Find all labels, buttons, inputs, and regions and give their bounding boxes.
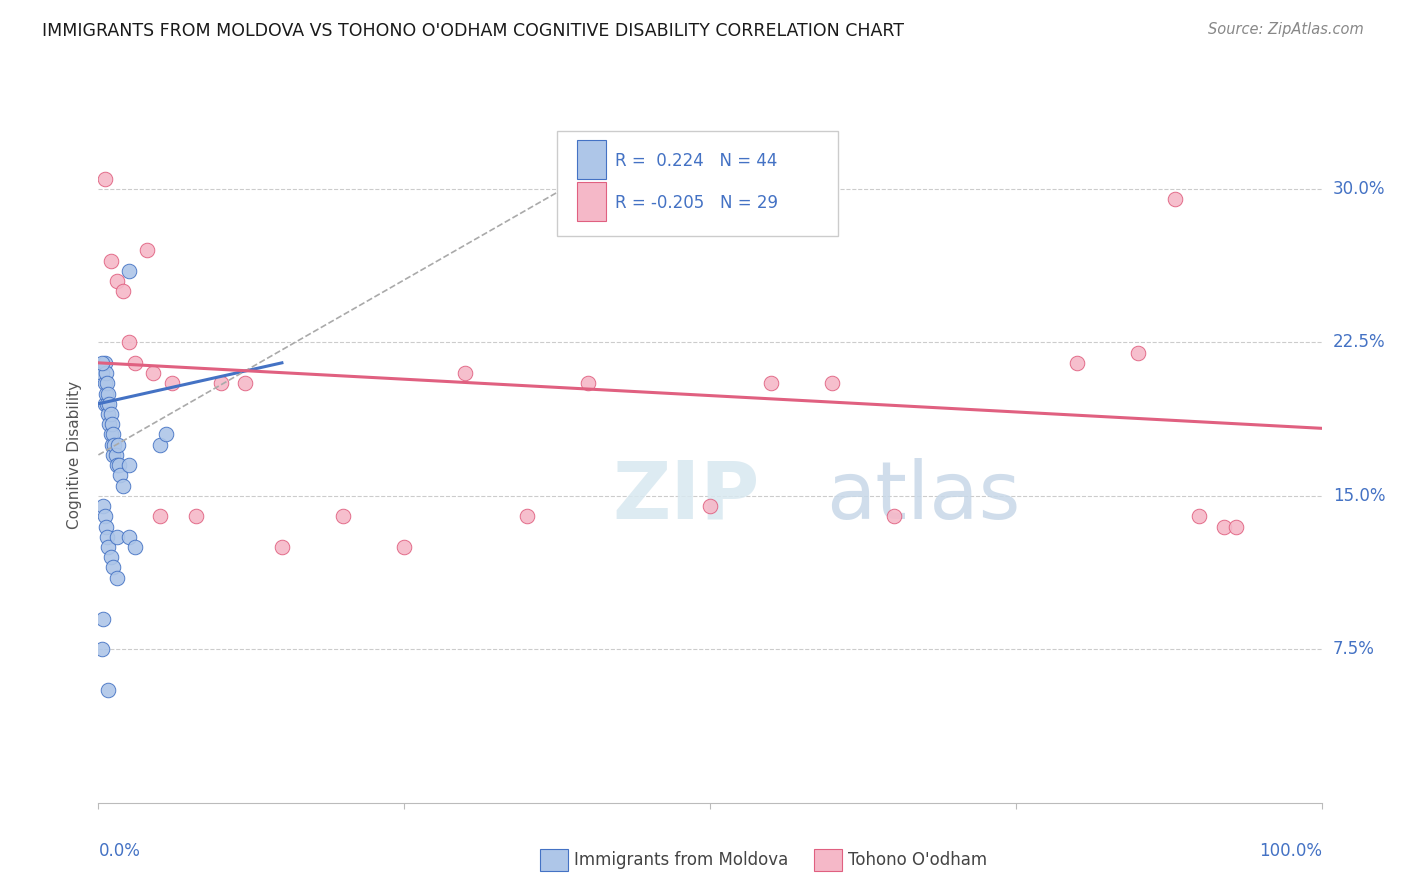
Point	[576, 376, 599, 391]
Point	[100, 253, 122, 268]
Point	[91, 642, 114, 657]
Text: atlas: atlas	[827, 458, 1021, 536]
Point	[94, 366, 117, 380]
Point	[186, 509, 208, 524]
Point	[91, 612, 114, 626]
Point	[101, 417, 124, 432]
Text: Source: ZipAtlas.com: Source: ZipAtlas.com	[1208, 22, 1364, 37]
Point	[101, 427, 124, 442]
Point	[160, 376, 183, 391]
Point	[118, 335, 141, 350]
Point	[101, 560, 124, 574]
Point	[124, 540, 146, 554]
Point	[107, 438, 129, 452]
Point	[93, 397, 115, 411]
Point	[270, 540, 294, 554]
Point	[118, 264, 141, 278]
Point	[100, 427, 122, 442]
Point	[454, 366, 477, 380]
Point	[93, 356, 115, 370]
Point	[101, 448, 124, 462]
Point	[111, 478, 134, 492]
Point	[105, 530, 128, 544]
Text: IMMIGRANTS FROM MOLDOVA VS TOHONO O'ODHAM COGNITIVE DISABILITY CORRELATION CHART: IMMIGRANTS FROM MOLDOVA VS TOHONO O'ODHA…	[42, 22, 904, 40]
Y-axis label: Cognitive Disability: Cognitive Disability	[67, 381, 83, 529]
Point	[108, 458, 131, 472]
Point	[821, 376, 844, 391]
Text: 22.5%: 22.5%	[1333, 334, 1385, 351]
FancyBboxPatch shape	[576, 182, 606, 221]
Point	[94, 386, 117, 401]
Point	[1225, 519, 1247, 533]
Point	[97, 386, 120, 401]
Point	[761, 376, 783, 391]
Text: Tohono O'odham: Tohono O'odham	[848, 851, 987, 869]
Point	[515, 509, 537, 524]
Text: 0.0%: 0.0%	[98, 842, 141, 860]
Point	[1164, 192, 1187, 206]
Point	[699, 499, 721, 513]
Point	[110, 468, 132, 483]
Point	[94, 519, 117, 533]
Point	[101, 438, 124, 452]
Point	[96, 530, 118, 544]
Text: R = -0.205   N = 29: R = -0.205 N = 29	[614, 194, 778, 212]
Point	[91, 499, 114, 513]
Point	[149, 509, 172, 524]
Point	[1188, 509, 1211, 524]
Point	[155, 427, 177, 442]
FancyBboxPatch shape	[557, 131, 838, 235]
Point	[100, 407, 122, 421]
Point	[142, 366, 165, 380]
Point	[91, 356, 114, 370]
Point	[96, 397, 118, 411]
Point	[103, 438, 125, 452]
Text: 100.0%: 100.0%	[1258, 842, 1322, 860]
Point	[104, 448, 127, 462]
Point	[97, 540, 120, 554]
Point	[118, 458, 141, 472]
Point	[1128, 345, 1150, 359]
Point	[209, 376, 232, 391]
Point	[1212, 519, 1234, 533]
Point	[93, 509, 115, 524]
Point	[233, 376, 256, 391]
Point	[332, 509, 354, 524]
Point	[96, 376, 118, 391]
Point	[97, 683, 120, 698]
Text: 7.5%: 7.5%	[1333, 640, 1375, 658]
Point	[105, 458, 128, 472]
Text: Immigrants from Moldova: Immigrants from Moldova	[574, 851, 787, 869]
Point	[98, 417, 121, 432]
Point	[97, 407, 120, 421]
Point	[136, 244, 159, 258]
FancyBboxPatch shape	[576, 140, 606, 179]
Text: ZIP: ZIP	[612, 458, 759, 536]
Point	[149, 438, 172, 452]
Point	[883, 509, 905, 524]
Point	[93, 171, 115, 186]
Point	[1066, 356, 1088, 370]
Point	[105, 571, 128, 585]
Point	[93, 376, 115, 391]
Point	[100, 550, 122, 565]
Text: R =  0.224   N = 44: R = 0.224 N = 44	[614, 153, 778, 170]
Point	[118, 530, 141, 544]
Point	[105, 274, 128, 288]
Point	[392, 540, 416, 554]
Point	[91, 366, 114, 380]
Point	[124, 356, 146, 370]
Point	[98, 397, 121, 411]
Text: 30.0%: 30.0%	[1333, 180, 1385, 198]
Point	[111, 284, 134, 298]
Text: 15.0%: 15.0%	[1333, 487, 1385, 505]
